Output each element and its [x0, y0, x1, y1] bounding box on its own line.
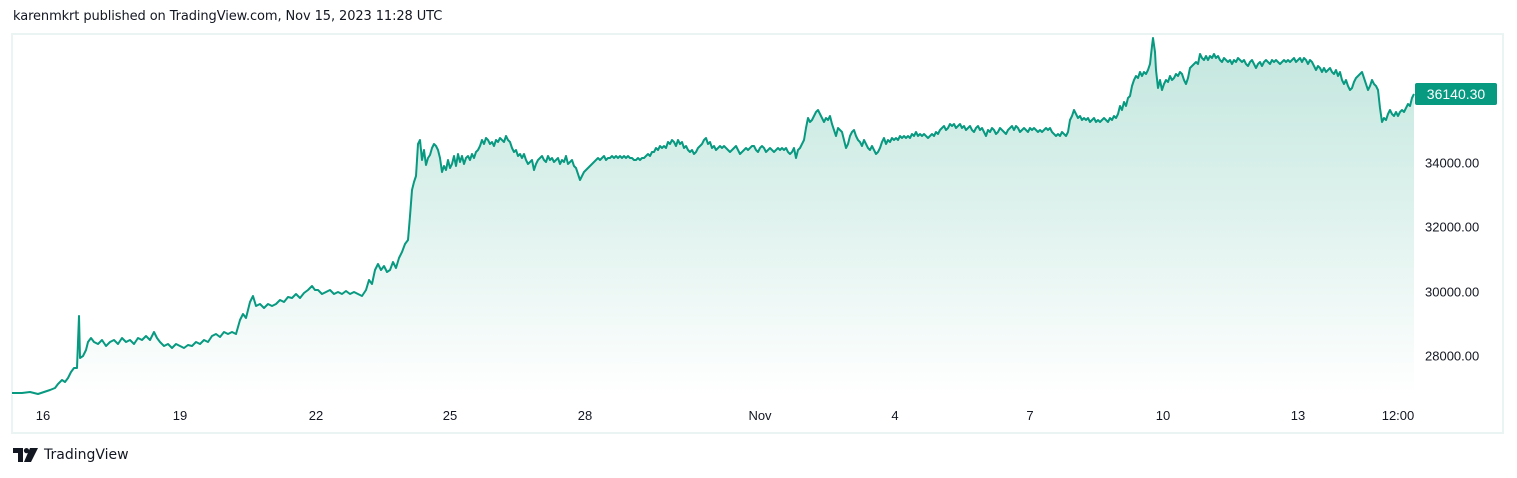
- time-tick-label: 4: [891, 408, 899, 423]
- time-tick-label: 19: [172, 408, 188, 423]
- time-tick-label: 28: [577, 408, 593, 423]
- time-tick-label: 12:00: [1381, 408, 1415, 423]
- time-tick-label: 16: [35, 408, 51, 423]
- price-tick-label: 34000.00: [1425, 155, 1480, 171]
- price-line: [12, 37, 1415, 395]
- price-area-fill: [12, 38, 1414, 395]
- price-tick-label: 28000.00: [1425, 348, 1480, 364]
- time-tick-label: 10: [1155, 408, 1171, 423]
- publish-attribution: karenmkrt published on TradingView.com, …: [13, 9, 443, 24]
- time-tick-label: 25: [442, 408, 458, 423]
- time-tick-label: 13: [1290, 408, 1306, 423]
- price-tick-label: 30000.00: [1425, 284, 1480, 300]
- chart-frame: [11, 33, 1504, 434]
- price-tick-label: 32000.00: [1425, 219, 1480, 235]
- tradingview-logo-icon: [13, 448, 38, 462]
- time-tick-label: Nov: [748, 408, 772, 423]
- time-tick-label: 22: [308, 408, 324, 423]
- tradingview-brand[interactable]: TradingView: [13, 447, 129, 463]
- tradingview-wordmark: TradingView: [44, 447, 129, 463]
- time-tick-label: 7: [1026, 408, 1034, 423]
- last-price-badge: 36140.30: [1415, 83, 1497, 105]
